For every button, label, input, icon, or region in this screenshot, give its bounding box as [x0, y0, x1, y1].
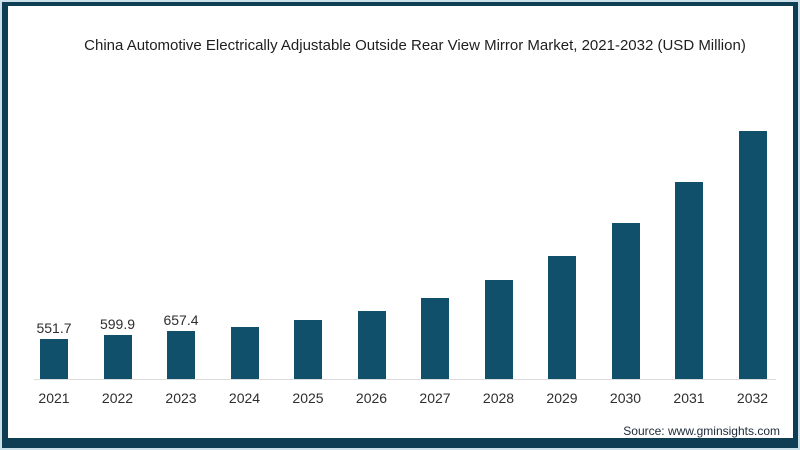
bar: [738, 131, 767, 379]
bar: [357, 311, 386, 379]
x-axis-tick-label: 2030: [609, 390, 642, 406]
chart-title: China Automotive Electrically Adjustable…: [84, 37, 746, 54]
x-axis-tick-label: 2032: [736, 390, 769, 406]
x-axis-tick-label: 2023: [165, 390, 197, 406]
x-axis-tick-label: 2029: [546, 390, 578, 406]
x-axis-tick-label: 2027: [419, 390, 451, 406]
source-attribution: Source: www.gminsights.com: [623, 424, 780, 438]
bar: [230, 327, 259, 379]
bar: [548, 256, 576, 379]
bar: [421, 298, 449, 379]
bar-value-label: 657.4: [163, 312, 199, 328]
bar: [294, 320, 322, 379]
bar: [675, 182, 703, 379]
x-axis-tick-label: 2028: [482, 390, 515, 406]
bar-value-label: 599.9: [99, 316, 136, 332]
bar: [40, 339, 68, 379]
bar: [611, 223, 640, 379]
bar: [167, 331, 195, 379]
bar-value-label: 551.7: [36, 320, 72, 336]
x-axis-tick-label: 2024: [228, 390, 261, 406]
x-axis-tick-label: 2031: [673, 390, 705, 406]
x-axis-tick-label: 2021: [38, 390, 70, 406]
bar: [103, 335, 132, 379]
x-axis-tick-label: 2025: [292, 390, 324, 406]
x-axis-tick-label: 2022: [101, 390, 134, 406]
x-axis-line: [34, 379, 776, 380]
bar: [484, 280, 513, 379]
x-axis-tick-label: 2026: [355, 390, 388, 406]
